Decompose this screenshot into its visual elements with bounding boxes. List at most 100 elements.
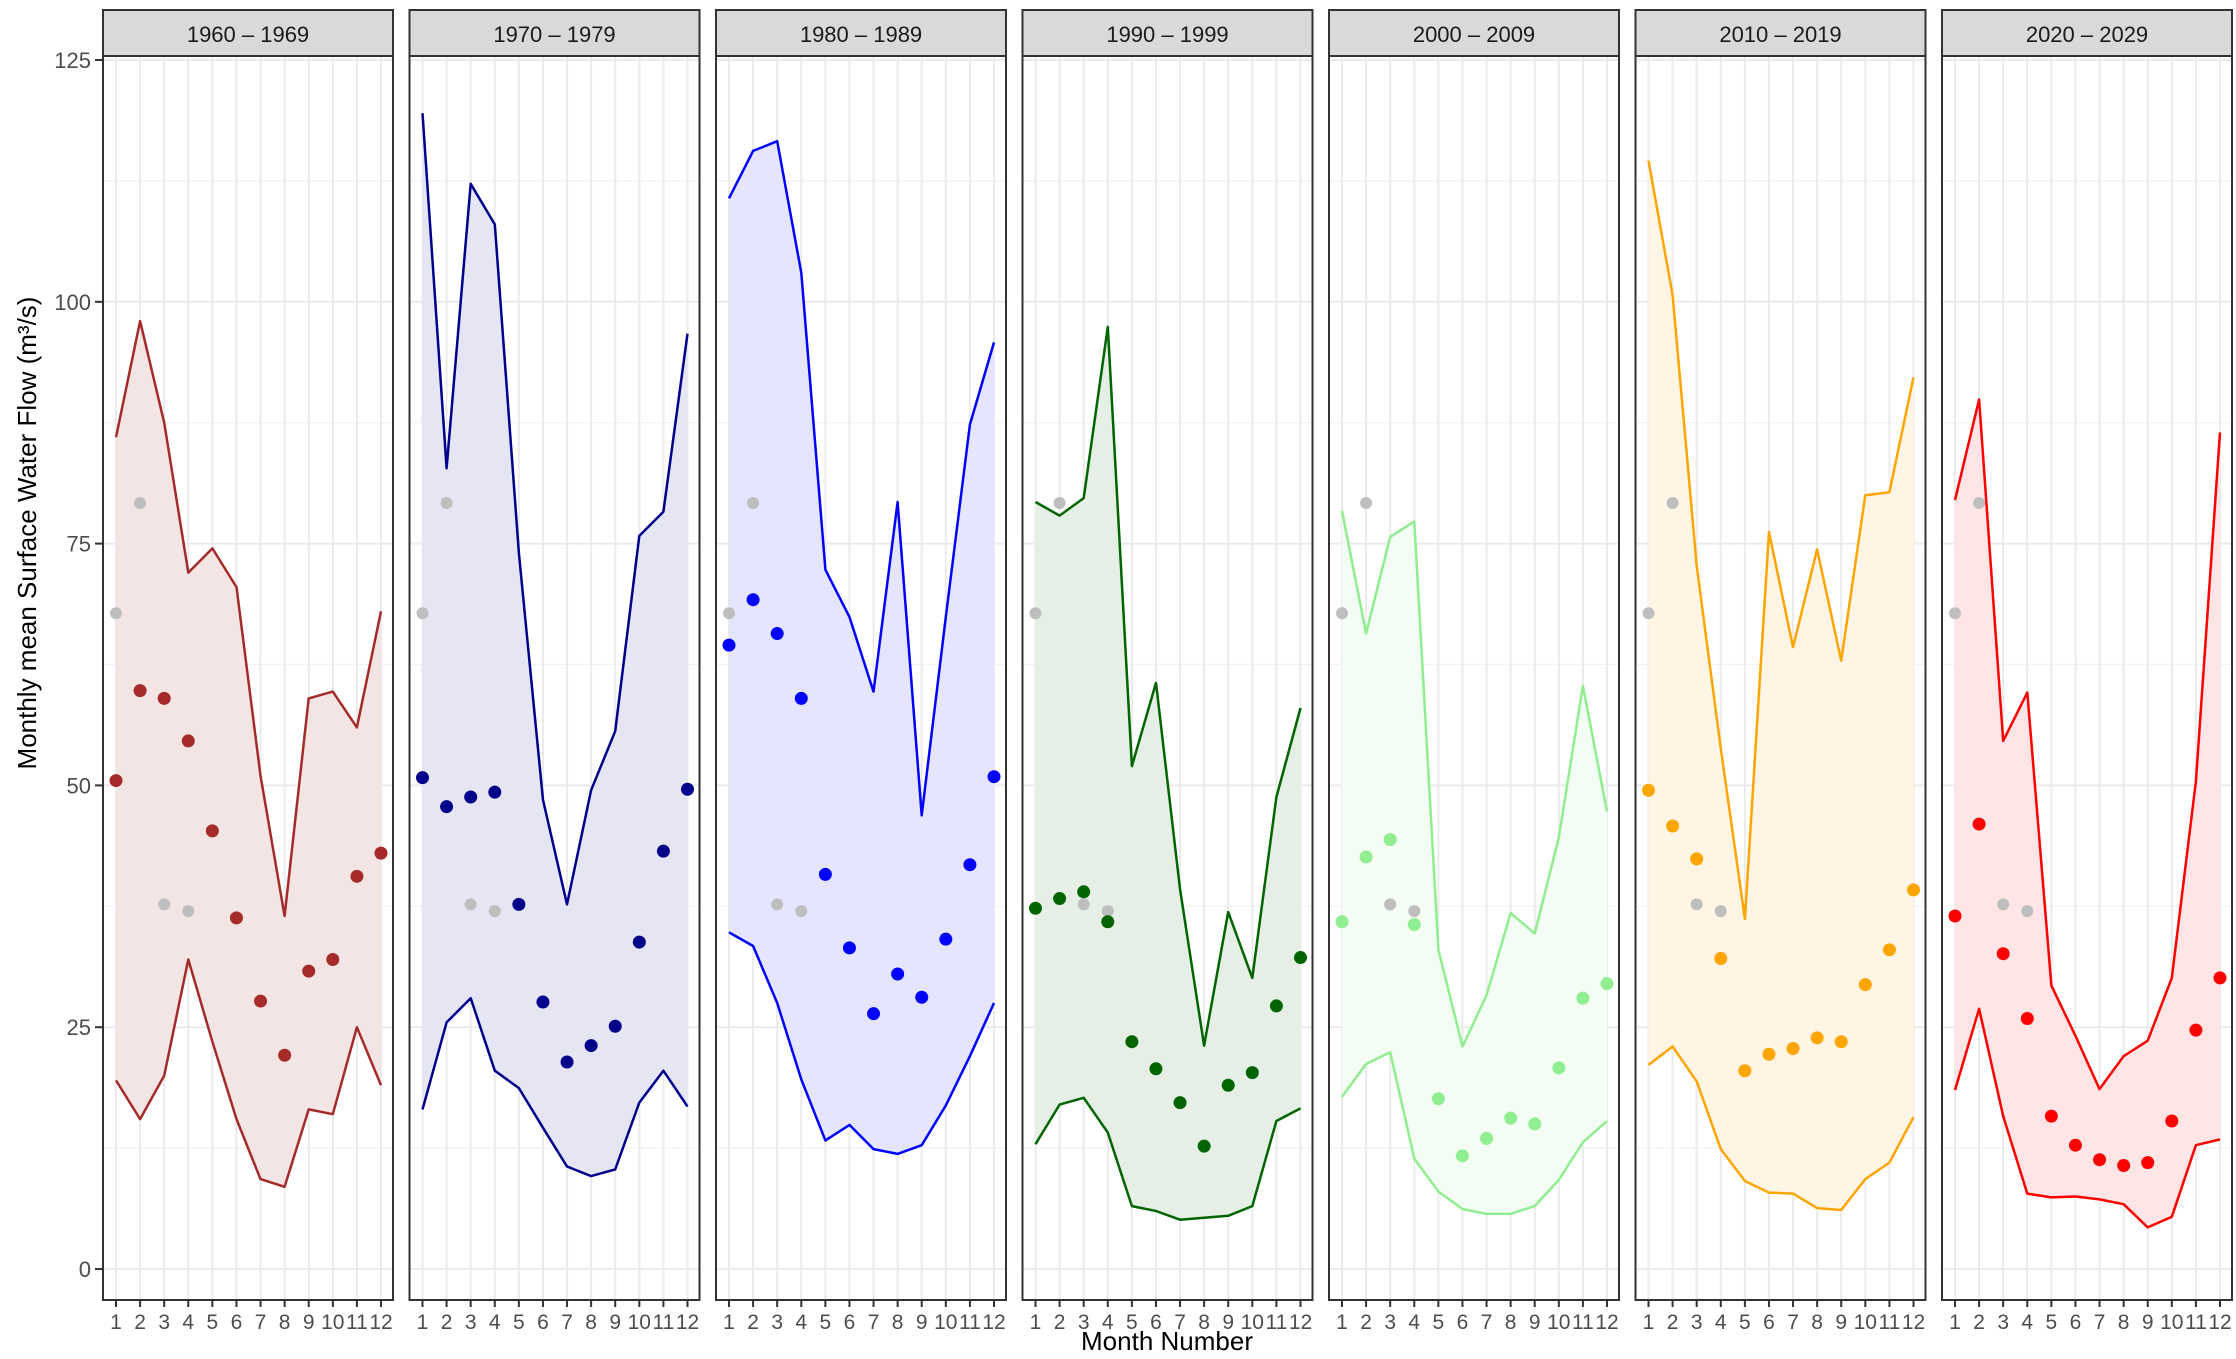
x-tick-label: 2 [1054,1311,1066,1334]
mean-point [2117,1159,2131,1173]
panel-border [1021,55,1314,1301]
baseline-point [416,607,429,620]
mean-point [722,638,736,652]
mean-point [1294,951,1307,965]
x-tick-label: 11 [1266,1311,1288,1334]
mean-point [464,790,478,804]
x-tick-label: 9 [303,1311,315,1334]
x-tick-label: 1 [1030,1311,1042,1334]
y-axis: 0 25 50 75 100 125 [54,48,103,1282]
lower-bound-line [1647,1045,1915,1212]
facet-strip-label: 2000 – 2009 [1413,22,1535,47]
baseline-point [1077,898,1090,911]
mean-point [1907,883,1920,897]
mean-point [681,782,694,796]
baseline-point [795,905,808,918]
mean-point [254,994,268,1008]
mean-point [1335,915,1349,929]
x-tick-label: 1 [1643,1311,1655,1334]
baseline-point [1714,905,1727,918]
x-tick-label: 4 [489,1311,501,1334]
baseline-point [1101,905,1114,918]
x-tick-label: 12 [1902,1311,1925,1334]
x-tick-label: 5 [820,1311,832,1334]
x-tick-label: 7 [561,1311,573,1334]
x-tick-label: 3 [1384,1311,1396,1334]
x-tick-label: 12 [369,1311,392,1334]
facet-strip-label: 2010 – 2019 [1719,22,1841,47]
x-tick-label: 7 [2094,1311,2106,1334]
mean-point [915,990,929,1004]
x-tick-label: 5 [513,1311,525,1334]
mean-point [416,771,429,785]
x-tick-label: 6 [231,1311,243,1334]
mean-point [560,1055,574,1069]
mean-point [1948,909,1962,923]
upper-bound-line [1340,510,1609,1048]
mean-point [1504,1111,1518,1125]
mean-point [2020,1011,2034,1025]
y-tick-label: 75 [67,532,91,557]
mean-point [746,593,760,607]
x-tick-label: 9 [1222,1311,1234,1334]
baseline-point [1029,607,1042,620]
x-tick-label: 4 [1408,1311,1420,1334]
mean-point [584,1039,598,1053]
mean-point [1972,817,1986,831]
baseline-point [134,496,147,509]
x-tick-label: 4 [795,1311,807,1334]
facet-strip-label: 2020 – 2029 [2026,22,2148,47]
mean-point [1173,1096,1187,1110]
mean-point [891,967,905,981]
mean-point [2093,1153,2107,1167]
mean-point [1431,1092,1445,1106]
x-tick-label: 12 [1595,1311,1618,1334]
x-tick-label: 9 [1835,1311,1847,1334]
x-tick-label: 9 [609,1311,621,1334]
mean-point [374,846,388,860]
x-tick-label: 10 [321,1311,344,1334]
mean-point [2068,1138,2082,1152]
x-tick-label: 4 [182,1311,194,1334]
x-tick-label: 1 [417,1311,429,1334]
range-ribbon [1342,510,1607,1214]
x-tick-label: 3 [1078,1311,1090,1334]
x-tick-label: 11 [2185,1311,2207,1334]
baseline-point [747,496,760,509]
x-tick-label: 7 [1481,1311,1493,1334]
range-ribbon [422,113,688,1177]
x-tick-label: 1 [723,1311,735,1334]
lower-bound-line [1340,1051,1608,1216]
x-tick-label: 6 [1457,1311,1469,1334]
range-ribbon [729,141,994,1154]
facet-strip [1328,9,1620,57]
panel-border [102,55,394,1301]
x-tick-label: 10 [1547,1311,1570,1334]
mean-point [1552,1061,1566,1075]
panel-border [408,55,701,1301]
x-tick-label: 10 [1241,1311,1264,1334]
facet-strip-label: 1990 – 1999 [1106,22,1228,47]
mean-point [608,1019,622,1033]
x-tick-label: 12 [1289,1311,1312,1334]
x-tick-label: 9 [2142,1311,2154,1334]
mean-point [1359,850,1373,864]
x-tick-label: 8 [2118,1311,2130,1334]
lower-bound-line [114,958,383,1189]
x-tick-label: 7 [255,1311,267,1334]
mean-point [1455,1149,1469,1163]
mean-point [1786,1041,1800,1055]
baseline-point [1997,898,2010,911]
x-tick-label: 8 [279,1311,291,1334]
mean-point [1197,1139,1211,1153]
mean-point [1834,1035,1848,1049]
mean-point [939,932,953,946]
baseline-point [1384,898,1397,911]
mean-point [133,684,147,698]
